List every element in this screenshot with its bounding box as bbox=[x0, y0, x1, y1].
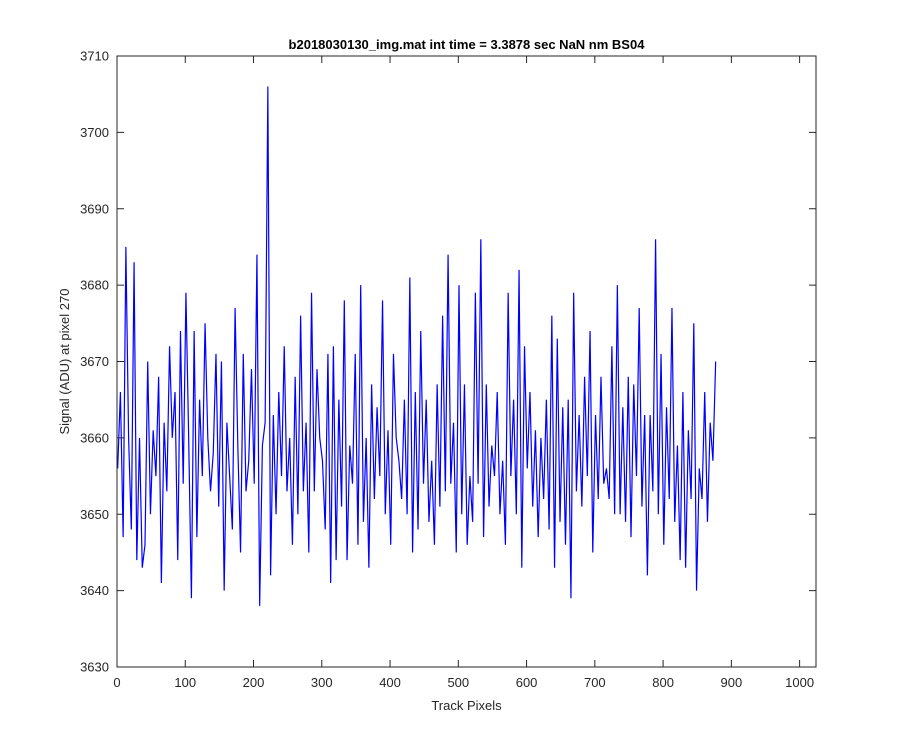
x-tick-label: 200 bbox=[243, 675, 265, 690]
x-tick-label: 0 bbox=[113, 675, 120, 690]
x-tick-label: 800 bbox=[652, 675, 674, 690]
ticks-layer: 0 100 200 300 400 500 600 700 800 900 1000 3630 3640… bbox=[80, 49, 816, 690]
x-tick-label: 900 bbox=[721, 675, 743, 690]
plot-area bbox=[117, 56, 816, 667]
x-tick-label: 700 bbox=[584, 675, 606, 690]
y-tick-label: 3630 bbox=[80, 660, 109, 675]
y-tick-label: 3650 bbox=[80, 507, 109, 522]
y-tick-label: 3690 bbox=[80, 201, 109, 216]
x-axis-label: Track Pixels bbox=[431, 698, 502, 713]
x-tick-label: 1000 bbox=[785, 675, 814, 690]
x-tick-label: 600 bbox=[516, 675, 538, 690]
x-tick-label: 400 bbox=[379, 675, 401, 690]
axes-box bbox=[116, 55, 817, 668]
series-layer bbox=[117, 86, 717, 606]
y-tick-label: 3700 bbox=[80, 125, 109, 140]
x-tick-label: 500 bbox=[447, 675, 469, 690]
y-tick-label: 3680 bbox=[80, 278, 109, 293]
y-tick-label: 3670 bbox=[80, 354, 109, 369]
y-tick-label: 3660 bbox=[80, 430, 109, 445]
x-tick-label: 300 bbox=[311, 675, 333, 690]
y-tick-label: 3710 bbox=[80, 49, 109, 64]
x-tick-label: 100 bbox=[174, 675, 196, 690]
y-tick-label: 3640 bbox=[80, 583, 109, 598]
series-line bbox=[117, 86, 717, 606]
chart-title: b2018030130_img.mat int time = 3.3878 se… bbox=[289, 37, 646, 52]
y-axis-label: Signal (ADU) at pixel 270 bbox=[57, 289, 72, 435]
